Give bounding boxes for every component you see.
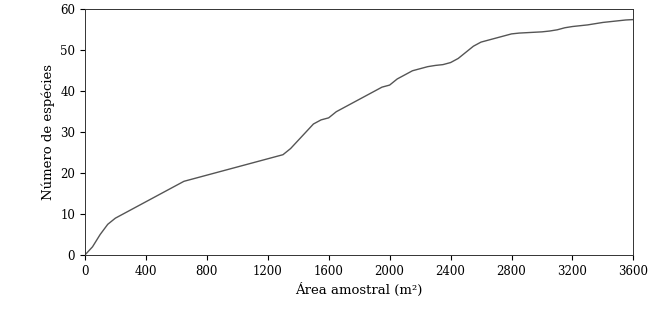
Y-axis label: Número de espécies: Número de espécies xyxy=(41,64,55,200)
X-axis label: Área amostral (m²): Área amostral (m²) xyxy=(295,283,423,297)
